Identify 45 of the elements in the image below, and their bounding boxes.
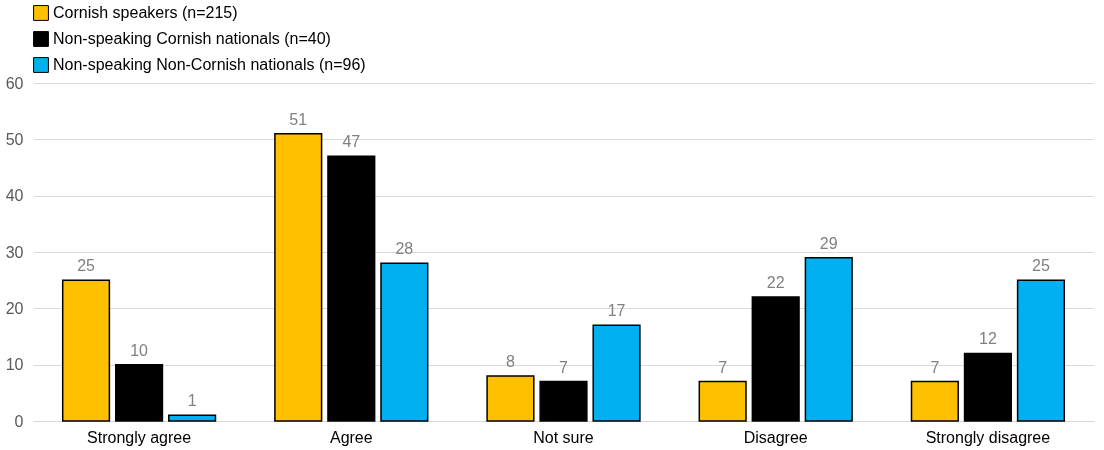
bar	[115, 363, 164, 422]
y-tick-label: 40	[5, 187, 24, 205]
data-label: 17	[607, 302, 626, 320]
y-tick-label: 0	[14, 412, 24, 430]
y-tick-label: 10	[5, 356, 24, 374]
data-label: 10	[130, 341, 149, 359]
bar	[539, 380, 588, 422]
x-tick-label: Not sure	[533, 428, 594, 446]
x-tick-label: Agree	[329, 428, 373, 446]
bar	[963, 352, 1012, 422]
data-label: 7	[930, 358, 940, 376]
data-label: 22	[766, 274, 785, 292]
bar	[274, 132, 323, 422]
y-tick-label: 20	[5, 299, 24, 317]
legend-label: Cornish speakers (n=215)	[53, 4, 238, 21]
x-tick-label: Strongly disagree	[925, 428, 1051, 446]
data-label: 7	[718, 358, 728, 376]
x-tick-label: Strongly agree	[87, 428, 192, 446]
bar	[751, 296, 800, 422]
x-tick-label: Disagree	[743, 428, 808, 446]
data-label: 47	[342, 133, 361, 151]
bar	[698, 380, 747, 422]
legend-label: Non-speaking Cornish nationals (n=40)	[53, 30, 331, 47]
y-tick-label: 30	[5, 243, 24, 261]
bar	[380, 262, 429, 422]
bar	[1016, 279, 1066, 422]
legend-label: Non-speaking Non-Cornish nationals (n=96)	[53, 56, 366, 73]
data-label: 25	[1032, 257, 1050, 275]
data-label: 28	[395, 240, 414, 258]
data-label: 12	[979, 330, 997, 348]
bar	[592, 324, 641, 422]
bar	[327, 155, 376, 422]
bar	[804, 256, 853, 422]
bar	[486, 375, 535, 422]
y-tick-label: 60	[5, 74, 24, 92]
bar	[910, 380, 959, 422]
data-label: 1	[187, 392, 197, 410]
bar	[168, 414, 217, 422]
bar	[61, 279, 111, 422]
data-label: 51	[289, 110, 308, 128]
data-label: 8	[506, 352, 515, 370]
data-label: 7	[559, 358, 569, 376]
y-tick-label: 50	[5, 130, 24, 148]
data-label: 25	[77, 257, 96, 275]
data-label: 29	[819, 234, 838, 252]
